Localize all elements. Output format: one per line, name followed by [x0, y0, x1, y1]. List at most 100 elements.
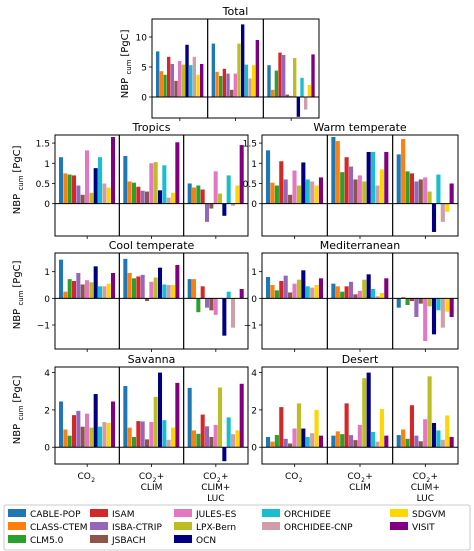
bar-jsbach — [288, 443, 293, 448]
bar-jsbach — [209, 298, 214, 311]
bar-cable-pop — [59, 259, 64, 299]
y-tick-label: −1 — [244, 322, 257, 332]
y-tick-label: 0 — [251, 295, 257, 305]
legend-item-label: VISIT — [412, 523, 435, 533]
bar-ocn — [158, 267, 163, 299]
y-tick-label: 4 — [44, 369, 50, 379]
bar-class-ctem — [270, 441, 275, 448]
bar-jules-es — [178, 61, 182, 97]
bar-visit — [384, 151, 389, 204]
y-tick-label: 0 — [141, 94, 147, 104]
bar-orchidee — [98, 286, 103, 299]
bar-class-ctem — [159, 71, 164, 97]
bar-isam — [72, 281, 77, 299]
legend-item-label: CLASS-CTEM — [30, 523, 88, 533]
bar-class-ctem — [63, 291, 68, 299]
bar-isba-ctrip — [205, 426, 210, 448]
bar-class-ctem — [192, 279, 197, 299]
bar-isam — [409, 298, 415, 301]
bar-lpx-bern — [237, 43, 241, 97]
bar-clm5.0 — [196, 298, 201, 313]
legend-swatch-isba-ctrip — [90, 522, 108, 530]
bar-jules-es — [149, 422, 154, 448]
legend-swatch-class-ctem — [8, 522, 26, 530]
legend-swatch-ocn — [174, 535, 192, 543]
y-axis-label-main: NBP — [12, 424, 23, 444]
bar-lpx-bern — [89, 427, 94, 448]
bar-orchidee-cnp — [166, 197, 171, 204]
bar-sdgvm — [235, 430, 240, 448]
bar-jsbach — [353, 294, 358, 299]
bar-orchidee-cnp — [310, 287, 315, 299]
bar-clm5.0 — [274, 435, 279, 448]
y-axis-label: NBP cum [PgC] — [12, 145, 25, 214]
bar-jules-es — [85, 150, 90, 204]
x-group-label-sub: 2 — [361, 477, 365, 484]
bar-class-ctem — [63, 173, 68, 204]
bar-jules-es — [85, 413, 90, 448]
bar-orchidee-cnp — [440, 203, 445, 222]
bar-clm5.0 — [132, 436, 137, 448]
bar-jsbach — [418, 298, 423, 304]
bar-jsbach — [418, 441, 423, 448]
bar-jules-es — [292, 170, 297, 204]
bar-lpx-bern — [153, 162, 158, 204]
y-axis-label: NBP cum [PgC] — [12, 375, 25, 444]
bar-jules-es — [149, 281, 154, 299]
x-group-label: CO — [77, 472, 90, 482]
bar-cable-pop — [187, 279, 192, 299]
y-tick-label: 0 — [44, 200, 50, 210]
bar-orchidee — [226, 417, 231, 448]
bar-visit — [239, 289, 244, 299]
bar-clm5.0 — [340, 291, 345, 299]
bar-jsbach — [80, 426, 85, 448]
bar-jsbach — [80, 284, 85, 299]
legend-item-label: CABLE-POP — [30, 510, 81, 520]
legend-item-label: ORCHIDEE-CNP — [284, 523, 353, 533]
bar-class-ctem — [335, 431, 340, 448]
bar-class-ctem — [192, 430, 197, 448]
bar-orchidee — [244, 64, 249, 97]
legend-item-label: JULES-ES — [195, 510, 237, 520]
legend-swatch-jules-es — [174, 509, 192, 517]
y-tick-label: 2 — [251, 406, 257, 416]
bar-class-ctem — [271, 89, 275, 97]
bar-isam — [344, 157, 349, 204]
y-axis-label-sub: cum — [17, 175, 25, 190]
bar-orchidee-cnp — [231, 298, 236, 328]
bar-cable-pop — [267, 65, 271, 97]
x-group-label-line: CLIM+ — [411, 483, 440, 493]
legend-swatch-clm5.0 — [8, 535, 26, 543]
bar-isam — [72, 415, 77, 448]
bar-jsbach — [353, 179, 358, 204]
y-axis-label-unit: [PgC] — [12, 260, 23, 287]
bar-cable-pop — [396, 435, 401, 448]
bar-jsbach — [209, 436, 214, 448]
bar-visit — [318, 435, 324, 448]
legend-swatch-sdgvm — [390, 509, 408, 517]
bar-ocn — [222, 298, 227, 336]
bar-orchidee — [436, 298, 441, 311]
bar-jsbach — [288, 292, 293, 299]
bar-cable-pop — [266, 150, 271, 204]
legend-swatch-visit — [390, 522, 408, 530]
bar-isba-ctrip — [76, 273, 81, 299]
bar-class-ctem — [335, 286, 340, 299]
bar-cable-pop — [396, 298, 401, 308]
bar-visit — [175, 265, 180, 299]
bar-cable-pop — [156, 51, 160, 97]
bar-isam — [344, 403, 349, 448]
bar-jules-es — [233, 73, 238, 97]
bar-orchidee — [300, 77, 304, 97]
y-tick-label: 0 — [251, 444, 257, 454]
x-group-label-sub: 2 — [426, 477, 430, 484]
panel-frame — [54, 252, 249, 350]
bar-clm5.0 — [340, 172, 345, 204]
bar-clm5.0 — [340, 434, 345, 448]
bar-isam — [279, 161, 284, 204]
x-group-label-sub: 2 — [217, 477, 221, 484]
panel-title: Total — [222, 5, 249, 18]
y-tick-label: 1 — [251, 268, 257, 278]
bar-jules-es — [213, 298, 218, 315]
y-axis-label-unit: [PgC] — [12, 375, 23, 402]
